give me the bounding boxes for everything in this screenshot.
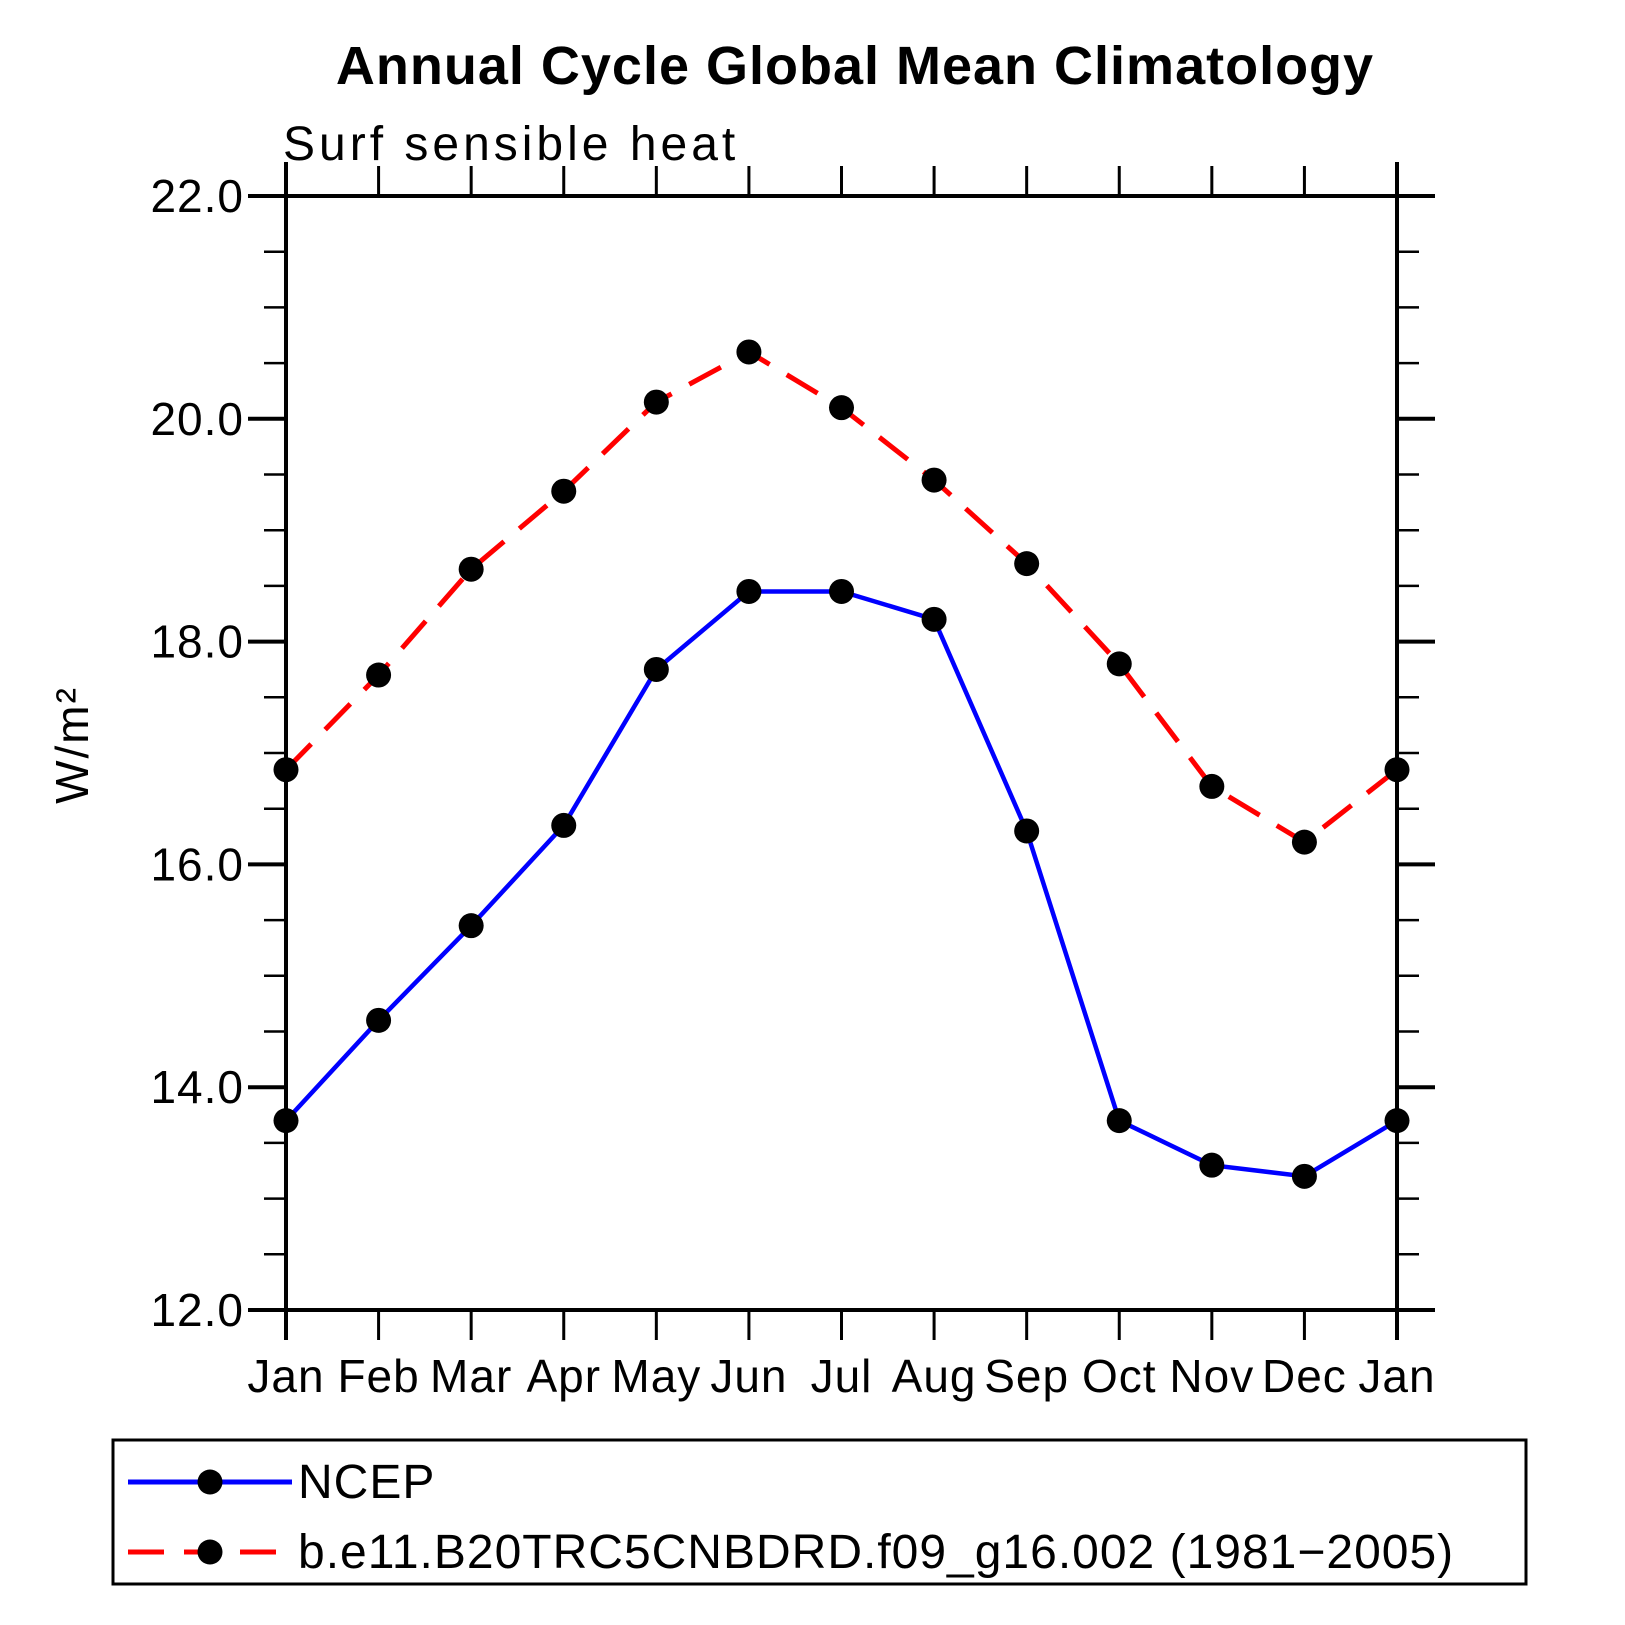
data-point-marker [829, 395, 854, 421]
data-point-marker [1291, 1163, 1317, 1189]
legend-label-model: b.e11.B20TRC5CNBDRD.f09_g16.002 (1981−20… [298, 1526, 1454, 1579]
y-tick-label: 22.0 [150, 170, 244, 222]
data-point-marker [273, 757, 299, 783]
data-point-marker [736, 339, 762, 365]
x-tick-label: Feb [337, 1350, 419, 1402]
x-tick-label: Jan [1358, 1350, 1435, 1402]
chart-title: Annual Cycle Global Mean Climatology [336, 36, 1374, 96]
y-tick-label: 12.0 [150, 1284, 244, 1336]
data-point-marker [458, 913, 484, 939]
y-tick-label: 14.0 [150, 1061, 244, 1113]
series-ncep [273, 578, 1410, 1189]
x-tick-label: Apr [526, 1350, 601, 1402]
x-tick-label: Sep [984, 1350, 1069, 1402]
data-point-marker [1014, 551, 1040, 577]
data-point-marker [1291, 829, 1317, 855]
data-point-marker [736, 578, 762, 604]
series-model [273, 339, 1410, 855]
data-point-marker [1014, 818, 1040, 844]
axes: Jan Feb Mar Apr May Jun Jul Aug Sep Oct Nov Dec Jan1… [150, 162, 1435, 1402]
x-tick-label: Aug [892, 1350, 977, 1402]
x-tick-label: Jun [710, 1350, 787, 1402]
x-tick-label: Mar [430, 1350, 512, 1402]
data-point-marker [366, 662, 392, 688]
x-tick-label: May [611, 1350, 701, 1402]
data-point-marker [643, 656, 669, 682]
legend-box [111, 1438, 1528, 1586]
data-point-marker [1106, 651, 1132, 677]
x-tick-label: Jul [811, 1350, 873, 1402]
legend-marker-ncep [197, 1469, 223, 1495]
series-line [284, 589, 1399, 1179]
x-tick-label: Nov [1169, 1350, 1254, 1402]
data-point-marker [921, 606, 947, 632]
y-axis-label: W/m² [46, 686, 98, 804]
x-tick-label: Oct [1082, 1350, 1157, 1402]
legend-label-ncep: NCEP [298, 1456, 435, 1509]
data-point-marker [921, 467, 947, 493]
data-point-marker [366, 1007, 392, 1033]
data-point-marker [458, 556, 484, 582]
data-point-marker [1106, 1108, 1132, 1134]
data-point-marker [829, 578, 854, 604]
data-point-marker [273, 1108, 299, 1134]
x-tick-label: Dec [1262, 1350, 1347, 1402]
data-point-marker [1384, 1108, 1410, 1134]
y-tick-label: 20.0 [150, 393, 244, 445]
data-point-marker [1199, 1152, 1225, 1178]
y-tick-label: 18.0 [150, 616, 244, 668]
data-point-marker [1384, 757, 1410, 783]
data-point-marker [551, 812, 577, 838]
x-tick-label: Jan [247, 1350, 324, 1402]
data-point-marker [643, 389, 669, 415]
data-series [273, 339, 1410, 1189]
legend: NCEP b.e11.B20TRC5CNBDRD.f09_g16.002 (19… [111, 1438, 1528, 1586]
data-point-marker [1199, 773, 1225, 799]
chart-subtitle: Surf sensible heat [283, 118, 739, 171]
y-tick-label: 16.0 [150, 838, 244, 890]
data-point-marker [551, 478, 577, 504]
legend-marker-model [197, 1539, 223, 1565]
